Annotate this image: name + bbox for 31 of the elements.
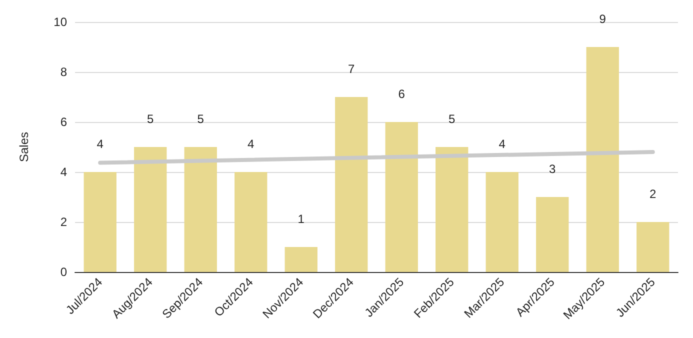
data-label: 9 — [599, 12, 606, 26]
data-label: 5 — [147, 112, 154, 126]
y-tick-label: 8 — [60, 65, 68, 79]
data-label: 6 — [398, 87, 406, 101]
bar — [284, 247, 318, 272]
bar — [586, 47, 619, 272]
bar — [436, 147, 468, 272]
bar — [636, 222, 670, 272]
y-axis-title: Sales — [17, 132, 31, 162]
data-label: 7 — [348, 62, 356, 76]
data-label: 5 — [197, 112, 204, 126]
data-label: 4 — [248, 137, 255, 151]
bar — [234, 172, 268, 272]
y-tick-label: 10 — [54, 15, 68, 29]
y-tick-label: 2 — [60, 215, 68, 229]
data-label: 3 — [549, 162, 556, 176]
y-tick-label: 6 — [60, 115, 68, 129]
bar — [134, 147, 167, 272]
data-label: 4 — [96, 137, 104, 151]
bar — [486, 172, 518, 272]
bar — [184, 147, 217, 272]
bar — [84, 172, 116, 272]
data-label: 2 — [650, 187, 657, 201]
data-label: 1 — [298, 212, 305, 226]
data-label: 4 — [498, 137, 506, 151]
bar — [536, 197, 569, 272]
y-tick-label: 4 — [60, 165, 68, 179]
bar — [385, 122, 418, 272]
y-tick-label: 0 — [60, 265, 68, 279]
data-label: 5 — [448, 112, 456, 126]
bar — [335, 97, 368, 272]
